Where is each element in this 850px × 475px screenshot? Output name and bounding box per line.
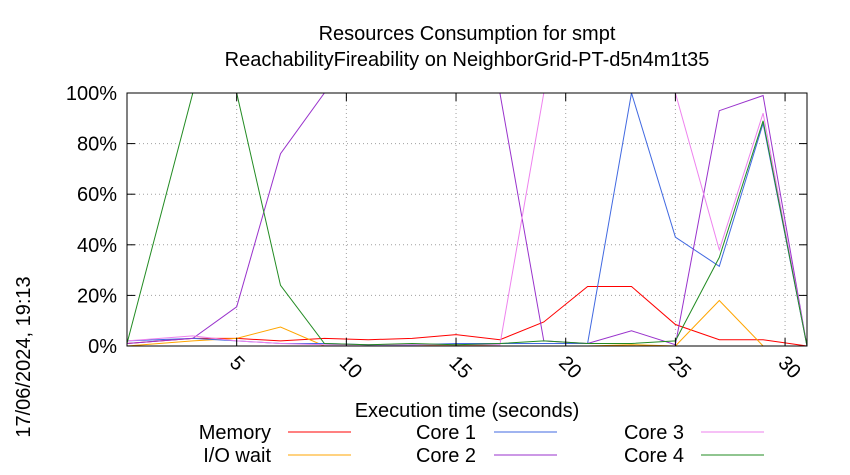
y-tick-label: 100% <box>66 83 117 105</box>
legend-label-core-2: Core 2 <box>416 445 476 467</box>
series-line-i-o-wait <box>126 299 807 347</box>
x-tick-label: 20 <box>554 352 585 383</box>
timestamp-label: 17/06/2024, 19:13 <box>13 276 35 437</box>
y-tick-label: 20% <box>77 285 117 307</box>
plot-frame <box>126 92 808 347</box>
x-axis-label: Execution time (seconds) <box>355 400 580 422</box>
y-tick-label: 80% <box>77 134 117 156</box>
chart-title-line-1: Resources Consumption for smpt <box>319 23 616 45</box>
series-group <box>126 92 808 347</box>
y-tick-label: 60% <box>77 184 117 206</box>
x-tick-label: 15 <box>444 352 475 383</box>
legend-label-core-4: Core 4 <box>624 445 684 467</box>
x-tick-label: 10 <box>335 352 366 383</box>
legend-label-memory: Memory <box>199 422 271 444</box>
series-line-core-2 <box>126 92 808 347</box>
series-line-core-3 <box>126 92 808 347</box>
grid <box>127 92 807 347</box>
y-tick-label: 0% <box>88 336 117 358</box>
x-tick-label: 5 <box>225 352 248 375</box>
y-axis: 0% 20% 40% 60% 80% 100% <box>66 83 807 358</box>
series-line-core-4 <box>126 92 808 347</box>
series-line-core-1 <box>126 92 808 347</box>
y-tick-label: 40% <box>77 235 117 257</box>
x-tick-label: 25 <box>664 352 695 383</box>
x-tick-label: 30 <box>774 352 805 383</box>
series-line-memory <box>126 286 808 347</box>
legend-label-core-1: Core 1 <box>416 422 476 444</box>
chart-title-line-2: ReachabilityFireability on NeighborGrid-… <box>225 49 710 71</box>
legend-label-core-3: Core 3 <box>624 422 684 444</box>
legend-label-i-o-wait: I/O wait <box>203 445 271 467</box>
